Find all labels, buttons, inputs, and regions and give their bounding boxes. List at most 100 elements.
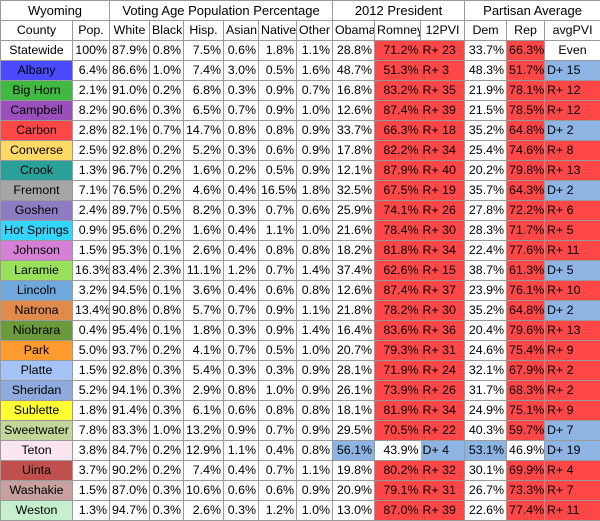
cell-other: 0.9% — [296, 420, 334, 441]
table-row: Sublette 1.8% 91.4% 0.3% 6.1% 0.6% 0.8% 0.8% 18.… — [0, 400, 600, 421]
cell-romney: 87.4% — [374, 280, 421, 301]
cell-avgpvi: D+ 19 — [544, 440, 600, 461]
cell-pop: 8.2% — [71, 100, 111, 121]
cell-pvi12: R+ 31 — [420, 340, 466, 361]
cell-hisp: 5.4% — [183, 360, 225, 381]
cell-pvi12: R+ 30 — [420, 300, 466, 321]
cell-black: 0.8% — [149, 300, 185, 321]
cell-pop: 100% — [71, 40, 111, 61]
cell-native: 1.0% — [258, 380, 298, 401]
cell-pvi12: R+ 37 — [420, 280, 466, 301]
cell-white: 87.9% — [109, 40, 151, 61]
table-body: Statewide 100% 87.9% 0.8% 7.5% 0.6% 1.8% 1.1% 28… — [0, 40, 600, 521]
cell-rep: 72.2% — [506, 200, 546, 221]
cell-obama: 21.8% — [332, 300, 376, 321]
cell-dem: 35.7% — [464, 180, 508, 201]
cell-black: 1.0% — [149, 60, 185, 81]
cell-pvi12: D+ 4 — [420, 440, 466, 461]
cell-dem: 23.9% — [464, 280, 508, 301]
cell-black: 1.0% — [149, 420, 185, 441]
cell-other: 0.9% — [296, 160, 334, 181]
cell-romney: 79.3% — [374, 340, 421, 361]
cell-county: Sheridan — [0, 380, 73, 401]
cell-native: 0.8% — [258, 400, 298, 421]
cell-romney: 78.2% — [374, 300, 421, 321]
cell-rep: 75.4% — [506, 340, 546, 361]
cell-rep: 77.6% — [506, 240, 546, 261]
cell-black: 0.2% — [149, 160, 185, 181]
cell-white: 93.7% — [109, 340, 151, 361]
cell-romney: 70.5% — [374, 420, 421, 441]
cell-other: 0.9% — [296, 120, 334, 141]
cell-obama: 13.0% — [332, 500, 376, 521]
cell-dem: 26.7% — [464, 480, 508, 501]
cell-asian: 3.0% — [223, 60, 260, 81]
cell-avgpvi: R+ 6 — [544, 200, 600, 221]
cell-native: 0.6% — [258, 280, 298, 301]
cell-obama: 26.1% — [332, 380, 376, 401]
cell-rep: 74.6% — [506, 140, 546, 161]
cell-obama: 37.4% — [332, 260, 376, 281]
cell-native: 16.5% — [258, 180, 298, 201]
table-row: Laramie 16.3% 83.4% 2.3% 11.1% 1.2% 0.7% 1.4% 37… — [0, 260, 600, 281]
cell-dem: 25.4% — [464, 140, 508, 161]
cell-avgpvi: R+ 9 — [544, 340, 600, 361]
col-header-county: County — [0, 20, 73, 41]
cell-rep: 59.7% — [506, 420, 546, 441]
cell-county: Converse — [0, 140, 73, 161]
cell-rep: 78.1% — [506, 80, 546, 101]
cell-romney: 80.2% — [374, 460, 421, 481]
cell-county: Johnson — [0, 240, 73, 261]
cell-county: Albany — [0, 60, 73, 81]
cell-asian: 0.7% — [223, 300, 260, 321]
cell-rep: 68.3% — [506, 380, 546, 401]
cell-rep: 51.7% — [506, 60, 546, 81]
cell-romney: 83.2% — [374, 80, 421, 101]
cell-county: Lincoln — [0, 280, 73, 301]
cell-obama: 48.7% — [332, 60, 376, 81]
cell-avgpvi: R+ 12 — [544, 100, 600, 121]
cell-avgpvi: R+ 13 — [544, 320, 600, 341]
cell-obama: 17.8% — [332, 140, 376, 161]
col-header-hisp: Hisp. — [183, 20, 225, 41]
cell-asian: 0.8% — [223, 120, 260, 141]
cell-avgpvi: R+ 11 — [544, 240, 600, 261]
cell-avgpvi: R+ 2 — [544, 360, 600, 381]
table-row: Natrona 13.4% 90.8% 0.8% 5.7% 0.7% 0.9% 1.1% 21.… — [0, 300, 600, 321]
cell-other: 0.9% — [296, 360, 334, 381]
cell-hisp: 7.4% — [183, 60, 225, 81]
cell-pvi12: R+ 22 — [420, 420, 466, 441]
cell-rep: 69.9% — [506, 460, 546, 481]
cell-pop: 3.7% — [71, 460, 111, 481]
cell-avgpvi: Even — [544, 40, 600, 61]
cell-county: Fremont — [0, 180, 73, 201]
col-header-dem: Dem — [464, 20, 508, 41]
cell-dem: 21.9% — [464, 80, 508, 101]
cell-other: 0.9% — [296, 480, 334, 501]
cell-dem: 27.8% — [464, 200, 508, 221]
cell-native: 0.7% — [258, 260, 298, 281]
cell-obama: 12.6% — [332, 280, 376, 301]
cell-county: Platte — [0, 360, 73, 381]
cell-asian: 0.3% — [223, 80, 260, 101]
cell-pop: 6.4% — [71, 60, 111, 81]
cell-asian: 0.6% — [223, 400, 260, 421]
cell-hisp: 6.8% — [183, 80, 225, 101]
group-header-wyoming: Wyoming — [0, 0, 111, 21]
cell-other: 1.0% — [296, 500, 334, 521]
cell-asian: 0.4% — [223, 180, 260, 201]
cell-dem: 40.3% — [464, 420, 508, 441]
cell-obama: 56.1% — [332, 440, 376, 461]
col-header-black: Black — [149, 20, 185, 41]
cell-black: 0.3% — [149, 480, 185, 501]
cell-white: 94.1% — [109, 380, 151, 401]
cell-white: 90.6% — [109, 100, 151, 121]
cell-native: 0.5% — [258, 60, 298, 81]
cell-white: 96.7% — [109, 160, 151, 181]
cell-obama: 33.7% — [332, 120, 376, 141]
table-row: Hot Springs 0.9% 95.6% 0.2% 1.6% 0.4% 1.1% 1.0%… — [0, 220, 600, 241]
cell-hisp: 11.1% — [183, 260, 225, 281]
cell-asian: 0.3% — [223, 200, 260, 221]
table-row: Fremont 7.1% 76.5% 0.2% 4.6% 0.4% 16.5% 1.8% 32.… — [0, 180, 600, 201]
